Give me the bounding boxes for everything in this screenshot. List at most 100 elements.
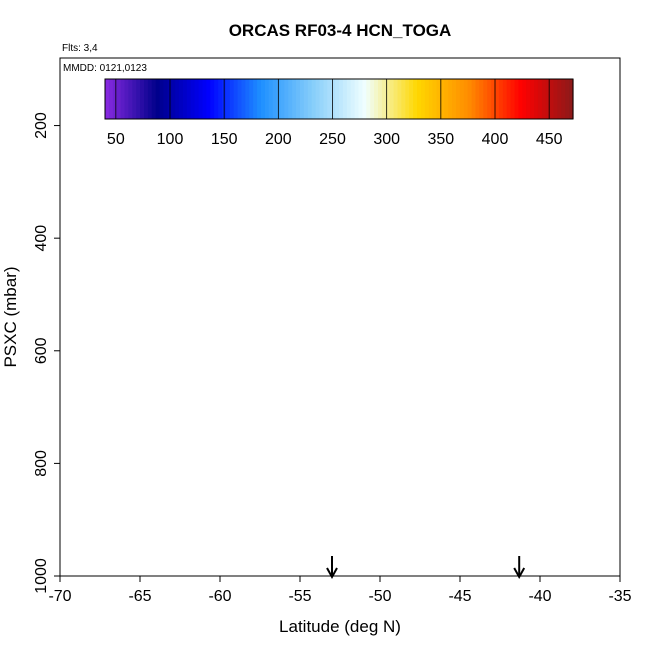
x-axis-label: Latitude (deg N) (279, 617, 401, 636)
colorbar-swatch (417, 79, 422, 119)
colorbar-swatch (557, 79, 562, 119)
sample-point (486, 456, 491, 461)
sample-point (313, 166, 318, 171)
colorbar-tick-label: 300 (373, 131, 400, 148)
sample-point (227, 216, 232, 221)
sample-point (112, 220, 117, 225)
sample-point (497, 354, 502, 359)
colorbar-swatch (241, 79, 246, 119)
colorbar-swatch (475, 79, 480, 119)
y-tick-label: 600 (33, 337, 50, 364)
colorbar-swatch (510, 79, 516, 119)
x-tick-label: -50 (368, 588, 391, 605)
sample-point (238, 549, 243, 554)
colorbar-swatch (448, 79, 453, 119)
sample-point (96, 472, 101, 477)
sample-point (164, 507, 169, 512)
colorbar-swatch (147, 79, 153, 119)
colorbar-swatch (264, 79, 270, 119)
colorbar-swatch (155, 79, 161, 119)
sample-point (465, 481, 470, 486)
sample-point (330, 360, 335, 365)
colorbar-swatch (397, 79, 402, 119)
colorbar-swatch (303, 79, 309, 119)
colorbar-swatch (502, 79, 508, 119)
colorbar-swatch (346, 79, 352, 119)
sample-point (252, 400, 257, 405)
colorbar-swatch (514, 79, 519, 119)
colorbar-swatch (124, 79, 129, 119)
colorbar-swatch (327, 79, 332, 119)
colorbar-swatch (350, 79, 356, 119)
colorbar-tick-label: 400 (482, 131, 509, 148)
colorbar-swatch (358, 79, 363, 119)
sample-point (490, 197, 495, 202)
colorbar-swatch (183, 79, 188, 119)
sample-point (315, 486, 320, 491)
sample-point (173, 504, 178, 509)
colorbar-swatch (214, 79, 219, 119)
sample-point (454, 394, 459, 399)
colorbar-swatch (245, 79, 250, 119)
sample-point (594, 130, 599, 135)
colorbar-swatch (132, 79, 137, 119)
chart-title: ORCAS RF03-4 HCN_TOGA (229, 21, 452, 40)
colorbar-swatch (171, 79, 176, 119)
colorbar-swatch (108, 79, 114, 119)
colorbar-swatch (362, 79, 367, 119)
x-tick-label: -35 (608, 588, 631, 605)
sample-point (382, 529, 387, 534)
sample-point (93, 298, 98, 303)
sample-point (578, 258, 583, 263)
sample-point (357, 428, 362, 433)
colorbar-swatch (354, 79, 360, 119)
colorbar-tick-label: 350 (427, 131, 454, 148)
colorbar-swatch (487, 79, 492, 119)
sample-point (111, 331, 116, 336)
sample-point (96, 565, 101, 570)
sample-point (538, 445, 543, 450)
colorbar-swatch (541, 79, 547, 119)
sample-point (395, 277, 400, 282)
plot-frame (59, 57, 621, 577)
sample-point (351, 417, 356, 422)
colorbar-swatch (549, 79, 555, 119)
y-axis-label: PSXC (mbar) (1, 266, 20, 367)
sample-point (326, 286, 331, 291)
sample-point (334, 474, 339, 479)
sample-point (449, 283, 454, 288)
sample-point (290, 354, 295, 359)
colorbar-frame (104, 78, 574, 120)
sample-point (225, 334, 230, 339)
sample-point (582, 476, 587, 481)
sample-point (160, 136, 165, 141)
colorbar-swatch (268, 79, 274, 119)
colorbar-swatch (452, 79, 457, 119)
colorbar-swatch (545, 79, 551, 119)
colorbar-swatch (479, 79, 484, 119)
colorbar-swatch (233, 79, 239, 119)
sample-point (277, 162, 282, 167)
colorbar-tick-label: 200 (265, 131, 292, 148)
colorbar-swatch (436, 79, 441, 119)
colorbar-swatch (378, 79, 383, 119)
sample-point (86, 421, 91, 426)
colorbar-swatch (444, 79, 449, 119)
sample-point (388, 305, 393, 310)
colorbar-swatch (257, 79, 262, 119)
colorbar-swatch (296, 79, 301, 119)
colorbar-swatch (498, 79, 504, 119)
location-markers (326, 556, 526, 580)
sample-point (525, 326, 530, 331)
sample-point (247, 529, 252, 534)
colorbar-swatch (370, 79, 375, 119)
colorbar-swatch (561, 79, 566, 119)
colorbar-swatch (565, 79, 570, 119)
sample-point (276, 560, 281, 565)
colorbar-swatch (163, 79, 168, 119)
colorbar-swatch (374, 79, 379, 119)
sample-point (233, 492, 238, 497)
colorbar-swatch (409, 79, 414, 119)
sample-point (357, 458, 362, 463)
